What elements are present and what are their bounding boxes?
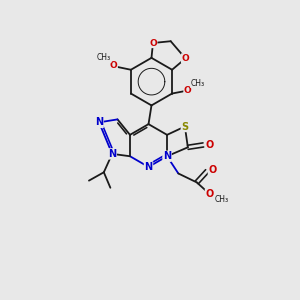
Text: S: S <box>181 122 188 131</box>
Text: O: O <box>149 38 157 47</box>
Text: O: O <box>206 140 214 150</box>
Text: O: O <box>206 189 214 199</box>
Text: N: N <box>163 151 171 161</box>
Text: N: N <box>108 149 116 159</box>
Text: O: O <box>110 61 117 70</box>
Text: CH₃: CH₃ <box>97 53 111 62</box>
Text: N: N <box>145 162 153 172</box>
Text: O: O <box>208 165 217 175</box>
Text: CH₃: CH₃ <box>190 79 205 88</box>
Text: CH₃: CH₃ <box>215 194 229 203</box>
Text: O: O <box>182 54 189 63</box>
Text: O: O <box>184 86 192 95</box>
Text: N: N <box>95 117 103 128</box>
